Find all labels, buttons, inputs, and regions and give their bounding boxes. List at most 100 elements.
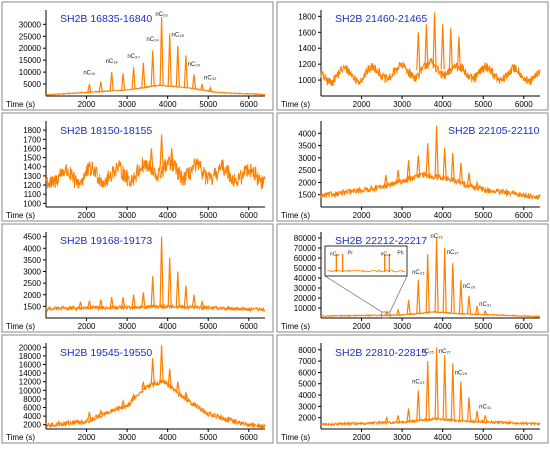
peak	[442, 147, 447, 179]
peak	[141, 62, 146, 88]
x-tick-label: 6000	[515, 211, 533, 220]
peak	[98, 299, 103, 309]
peak	[159, 345, 164, 383]
peak-annotation: nC₂₇	[439, 349, 451, 355]
peak	[416, 390, 421, 421]
x-tick-label: 6000	[240, 100, 258, 109]
x-tick-label: 6000	[515, 322, 533, 331]
peak	[200, 83, 205, 91]
y-tick-label: 1700	[23, 135, 41, 144]
y-tick-label: 1800	[298, 12, 316, 21]
y-tick-label: 20000	[19, 44, 42, 53]
x-tick-label: 5000	[474, 322, 492, 331]
peak	[149, 148, 154, 170]
y-tick-label: 6000	[298, 368, 316, 377]
peak	[483, 415, 488, 423]
peak-annotation: nC₂₆	[155, 12, 168, 18]
y-tick-label: 2000	[298, 178, 316, 187]
y-tick-label: 4000	[23, 244, 41, 253]
peak	[200, 299, 205, 308]
y-tick-label: 1200	[23, 181, 41, 190]
panel-frame	[1, 223, 274, 333]
inset-label: nC₁₇	[330, 252, 340, 258]
x-tick-label: 2000	[353, 100, 371, 109]
peak-annotation: nC₂₃	[412, 270, 425, 276]
x-tick-label: 4000	[434, 100, 452, 109]
peak	[167, 33, 172, 87]
peak	[442, 247, 447, 313]
peak	[183, 392, 188, 399]
x-tick-label: 2000	[353, 433, 371, 442]
panel-frame	[276, 112, 549, 222]
peak	[425, 143, 430, 176]
y-tick-label: 1500	[23, 154, 41, 163]
y-tick-label: 4000	[298, 129, 316, 138]
zoom-connector	[389, 275, 408, 313]
y-tick-label: 70000	[294, 244, 317, 253]
peak	[458, 279, 463, 314]
y-tick-label: 2000	[298, 414, 316, 423]
peak	[169, 148, 174, 171]
peak	[416, 155, 421, 177]
y-tick-label: 1600	[23, 144, 41, 153]
x-tick-label: 6000	[515, 100, 533, 109]
peak	[440, 24, 445, 70]
peak	[191, 74, 197, 89]
x-axis-label: Time (s)	[6, 322, 35, 331]
peak	[458, 381, 463, 421]
peak	[466, 295, 472, 315]
peak	[98, 408, 103, 416]
peak	[424, 24, 429, 70]
panel-5: 1500 2000 2500 3000 3500 4000 4500 2000 3000 4000…	[1, 223, 274, 333]
panel-title: SH2B 22105-22110	[448, 125, 540, 137]
y-tick-label: 4000	[298, 391, 316, 400]
peak	[183, 285, 188, 308]
peak	[456, 36, 461, 72]
panel-title: SH2B 21460-21465	[335, 13, 427, 25]
panel-title: SH2B 22212-22217	[335, 235, 427, 247]
x-axis-label: Time (s)	[6, 100, 35, 109]
x-axis-label: Time (s)	[281, 100, 310, 109]
x-tick-label: 2000	[78, 100, 96, 109]
panel-title: SH2B 16835-16840	[60, 13, 152, 25]
peak	[121, 398, 126, 408]
y-tick-label: 6000	[23, 404, 41, 413]
y-tick-label: 1500	[23, 302, 41, 311]
peak	[450, 363, 455, 421]
y-tick-label: 1600	[298, 28, 316, 37]
y-tick-label: 2500	[298, 166, 316, 175]
y-tick-label: 2000	[23, 421, 41, 430]
peak	[159, 236, 164, 307]
x-tick-label: 4000	[159, 100, 177, 109]
peak	[406, 408, 411, 422]
peak	[208, 85, 213, 92]
peak	[175, 271, 180, 307]
panel-8: 2000 3000 4000 5000 6000 7000 8000 2000 3000 4000…	[276, 334, 549, 444]
y-tick-label: 60000	[294, 254, 317, 263]
y-tick-label: 8000	[23, 395, 41, 404]
peak	[121, 73, 126, 91]
y-tick-label: 1000	[23, 199, 41, 208]
y-tick-label: 2500	[23, 279, 41, 288]
y-tick-label: 4000	[23, 412, 41, 421]
x-tick-label: 6000	[240, 322, 258, 331]
peak	[78, 301, 83, 309]
x-axis-label: Time (s)	[6, 211, 35, 220]
y-tick-label: 1300	[23, 172, 41, 181]
y-tick-label: 5000	[298, 380, 316, 389]
peak	[425, 361, 430, 420]
x-tick-label: 5000	[199, 322, 217, 331]
peak	[466, 397, 472, 422]
y-tick-label: 1100	[24, 190, 42, 199]
y-tick-label: 30000	[294, 284, 317, 293]
peak-annotation: nC₂₅	[430, 234, 443, 240]
peak	[121, 297, 126, 308]
peak	[109, 72, 114, 91]
peak	[442, 355, 447, 420]
signal-trace	[320, 58, 541, 87]
x-axis-label: Time (s)	[281, 433, 310, 442]
peak	[98, 81, 103, 92]
x-tick-label: 3000	[118, 100, 136, 109]
x-tick-label: 3000	[118, 322, 136, 331]
